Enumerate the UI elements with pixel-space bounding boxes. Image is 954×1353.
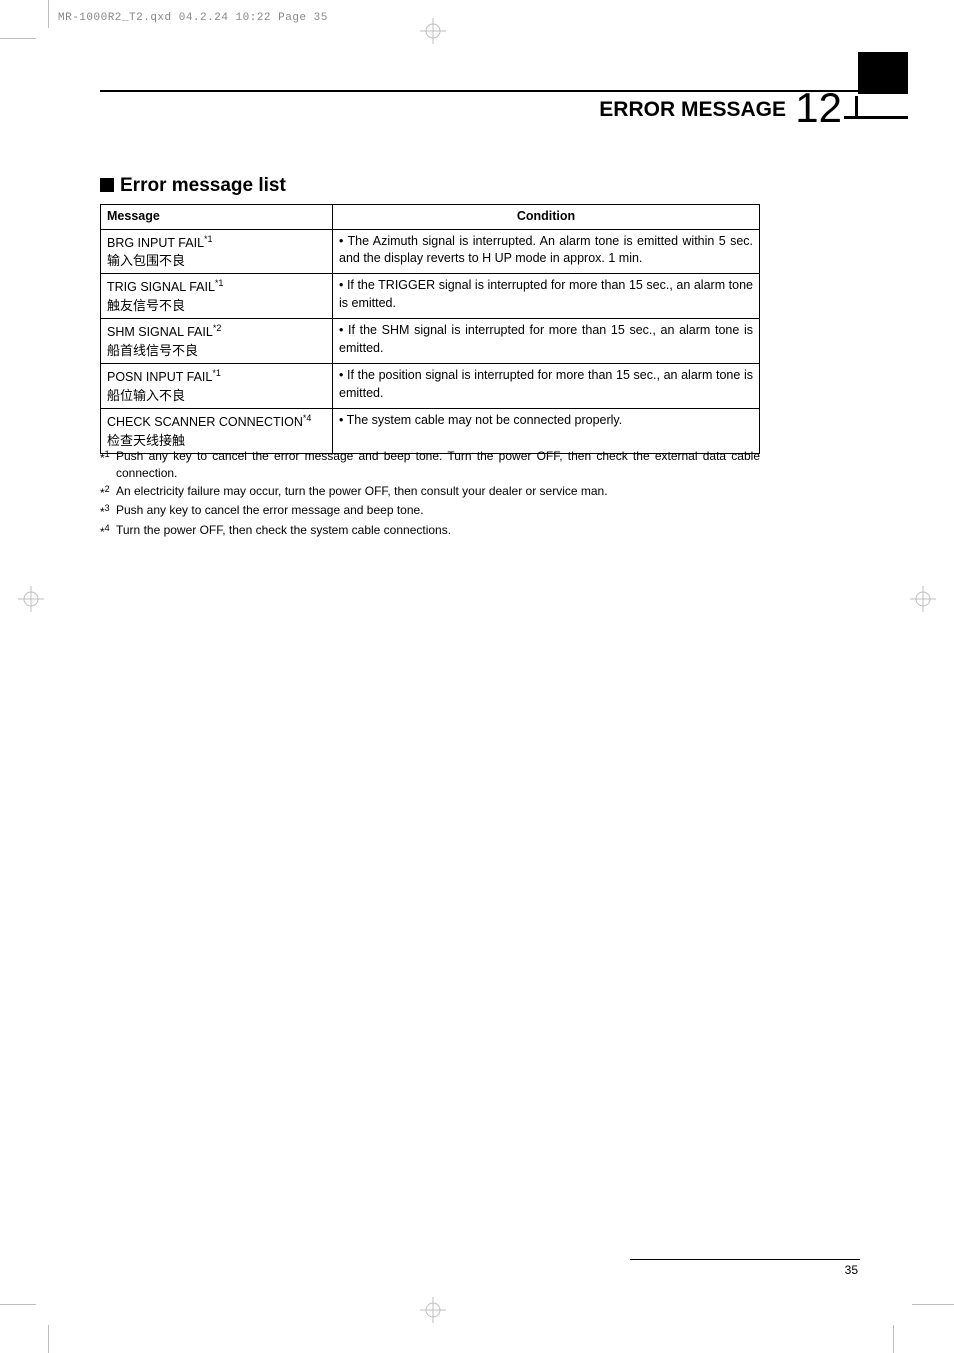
registration-mark-top — [420, 18, 446, 44]
crop-mark — [48, 0, 49, 28]
table-header-message: Message — [101, 205, 333, 230]
header-rule-extend — [858, 90, 908, 93]
message-cjk: 船首线信号不良 — [107, 342, 326, 360]
chapter-connector — [844, 96, 858, 118]
table-cell-message: POSN INPUT FAIL*1 船位输入不良 — [101, 364, 333, 409]
footnote-text: Push any key to cancel the error message… — [116, 502, 760, 521]
error-message-table: Message Condition BRG INPUT FAIL*1输入包围不良… — [100, 204, 760, 454]
table-cell-message: BRG INPUT FAIL*1 输入包围不良 — [101, 229, 333, 274]
chapter-number: 12 — [795, 84, 842, 132]
message-english: BRG INPUT FAIL — [107, 236, 204, 250]
chapter-tab-upper — [858, 52, 908, 94]
table-row: TRIG SIGNAL FAIL*1 触友信号不良 • If the TRIGGER… — [101, 274, 760, 319]
footnotes: *1Push any key to cancel the error messa… — [100, 448, 760, 541]
crop-mark — [48, 1325, 49, 1353]
message-footnote-ref: *1 — [204, 234, 213, 244]
message-english: POSN INPUT FAIL — [107, 370, 212, 384]
footnote-text: An electricity failure may occur, turn t… — [116, 483, 760, 502]
header-rule — [100, 90, 860, 92]
table-cell-condition: • If the position signal is interrupted … — [333, 364, 760, 409]
crop-mark — [912, 1304, 954, 1305]
footnote: *2An electricity failure may occur, turn… — [100, 483, 760, 502]
footnote-mark: *4 — [100, 522, 116, 541]
message-footnote-ref: *1 — [212, 368, 221, 378]
footnote-text: Push any key to cancel the error message… — [116, 448, 760, 483]
bullet-square-icon — [100, 178, 114, 192]
page-number: 35 — [845, 1263, 858, 1277]
message-footnote-ref: *2 — [213, 323, 222, 333]
table-row: BRG INPUT FAIL*1 输入包围不良 • The Azimuth sign… — [101, 229, 760, 274]
crop-mark — [0, 38, 36, 39]
table-cell-condition: • If the SHM signal is interrupted for m… — [333, 319, 760, 364]
message-footnote-ref: *4 — [303, 413, 312, 423]
message-english: TRIG SIGNAL FAIL — [107, 281, 215, 295]
message-english: CHECK SCANNER CONNECTION — [107, 415, 303, 429]
footnote: *3Push any key to cancel the error messa… — [100, 502, 760, 521]
table-row: SHM SIGNAL FAIL*2 船首线信号不良 • If the SHM sig… — [101, 319, 760, 364]
footnote-mark: *2 — [100, 483, 116, 502]
chapter-connector-h — [844, 116, 908, 119]
table-cell-condition: • The system cable may not be connected … — [333, 408, 760, 453]
print-job-header: MR-1000R2_T2.qxd 04.2.24 10:22 Page 35 — [58, 12, 328, 24]
section-title-text: Error message list — [120, 175, 286, 196]
footnote-mark: *3 — [100, 502, 116, 521]
table-cell-message: TRIG SIGNAL FAIL*1 触友信号不良 — [101, 274, 333, 319]
footnote-text: Turn the power OFF, then check the syste… — [116, 522, 760, 541]
table-row: CHECK SCANNER CONNECTION*4 检查天线接触 • The sy… — [101, 408, 760, 453]
chapter-title: ERROR MESSAGE — [599, 98, 786, 122]
table-cell-message: CHECK SCANNER CONNECTION*4 检查天线接触 — [101, 408, 333, 453]
crop-mark — [0, 1304, 36, 1305]
message-cjk: 船位输入不良 — [107, 387, 326, 405]
message-english: SHM SIGNAL FAIL — [107, 325, 213, 339]
registration-mark-left — [18, 586, 44, 612]
table-cell-condition: • If the TRIGGER signal is interrupted f… — [333, 274, 760, 319]
crop-mark — [893, 1325, 894, 1353]
footnote-mark: *1 — [100, 448, 116, 483]
page: { "print_header": "MR-1000R2_T2.qxd 04.2… — [0, 0, 954, 1353]
table-header-condition: Condition — [333, 205, 760, 230]
footnote: *1Push any key to cancel the error messa… — [100, 448, 760, 483]
table-row: POSN INPUT FAIL*1 船位输入不良 • If the position… — [101, 364, 760, 409]
message-footnote-ref: *1 — [215, 278, 224, 288]
table-cell-condition: • The Azimuth signal is interrupted. An … — [333, 229, 760, 274]
message-cjk: 触友信号不良 — [107, 297, 326, 315]
table-cell-message: SHM SIGNAL FAIL*2 船首线信号不良 — [101, 319, 333, 364]
section-title: Error message list — [100, 175, 286, 197]
message-cjk: 输入包围不良 — [107, 252, 326, 270]
registration-mark-right — [910, 586, 936, 612]
message-cjk: 检查天线接触 — [107, 432, 326, 450]
registration-mark-bottom — [420, 1297, 446, 1323]
footer-rule — [630, 1259, 860, 1260]
footnote: *4Turn the power OFF, then check the sys… — [100, 522, 760, 541]
